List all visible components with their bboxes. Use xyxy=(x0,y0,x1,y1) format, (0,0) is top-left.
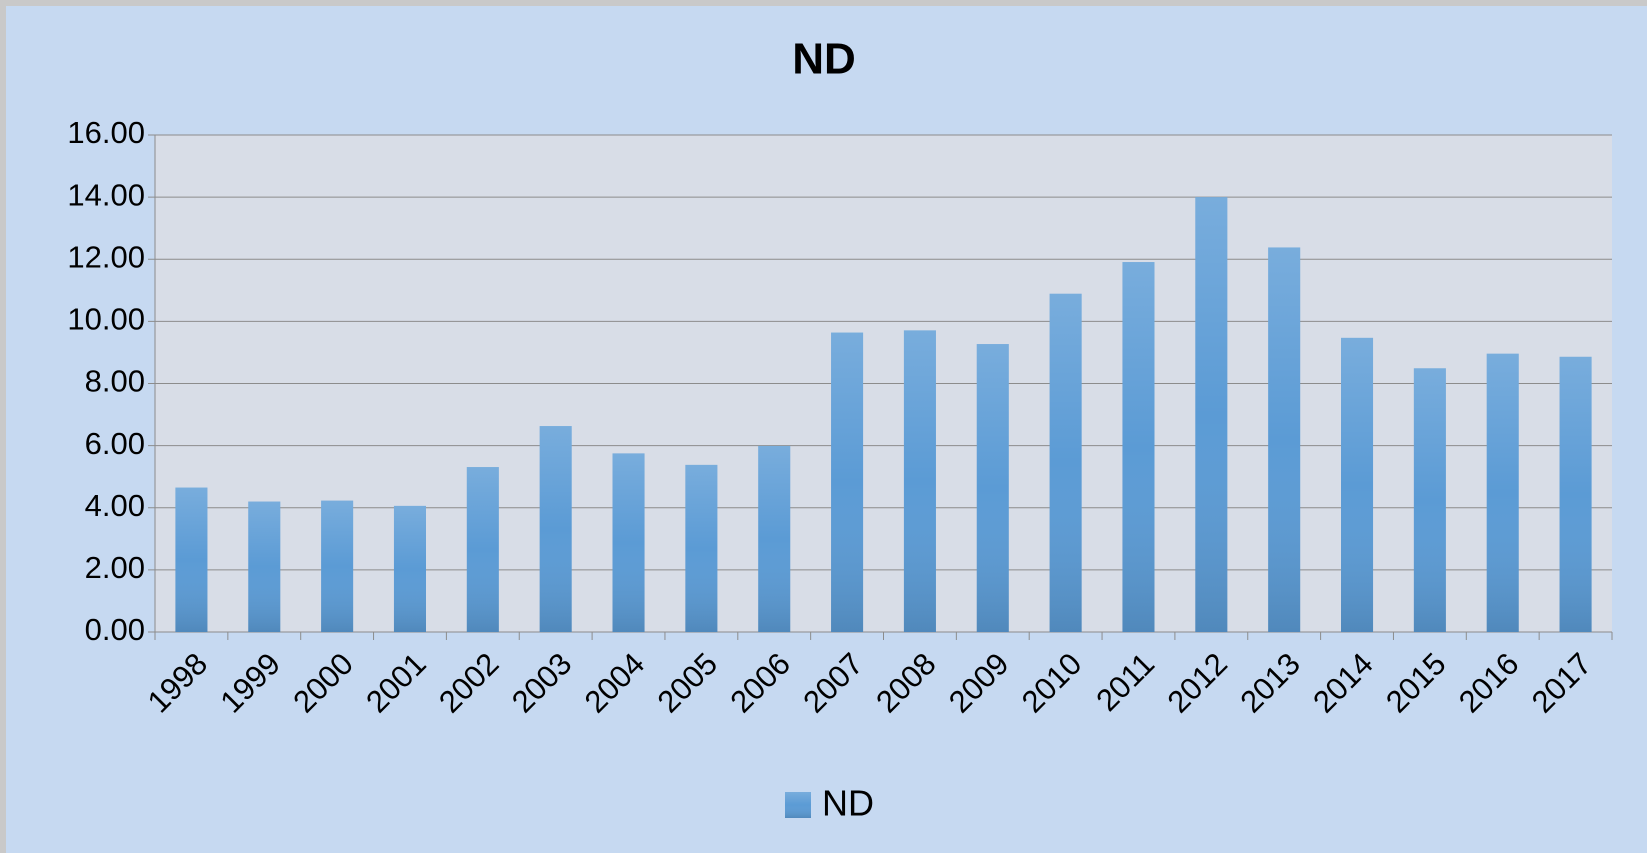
bar-shade xyxy=(1486,353,1519,632)
y-tick-label: 4.00 xyxy=(85,488,145,523)
bar-shade xyxy=(1122,262,1155,632)
y-tick-label: 8.00 xyxy=(85,364,145,399)
bar-shade xyxy=(393,505,427,632)
y-tick-label: 12.00 xyxy=(67,239,145,274)
bar-shade xyxy=(1340,337,1374,632)
bar-shade xyxy=(1559,356,1592,632)
bar-shade xyxy=(539,426,572,632)
bar-shade xyxy=(1049,293,1082,632)
bar-shade xyxy=(831,332,864,632)
y-tick-label: 0.00 xyxy=(85,612,145,647)
y-tick-label: 14.00 xyxy=(67,177,145,212)
bar-shade xyxy=(1195,197,1228,632)
bar-shade xyxy=(466,467,499,632)
bar-shade xyxy=(976,344,1009,632)
bar-shade xyxy=(758,445,791,632)
bar-shade xyxy=(903,330,936,632)
bar-shade xyxy=(612,453,645,632)
y-tick-label: 2.00 xyxy=(85,550,145,585)
bar-shade xyxy=(1268,247,1301,633)
y-tick-label: 10.00 xyxy=(67,302,145,337)
chart-title: ND xyxy=(792,35,856,84)
legend-label: ND xyxy=(822,783,874,824)
y-tick-label: 16.00 xyxy=(67,115,145,150)
bar-shade xyxy=(321,500,354,632)
bar-shade xyxy=(1413,368,1446,632)
bar-shade xyxy=(175,487,208,632)
bar-shade xyxy=(248,501,281,632)
y-tick-label: 6.00 xyxy=(85,426,145,461)
legend-swatch-shade xyxy=(785,792,811,818)
bar-shade xyxy=(685,464,718,632)
